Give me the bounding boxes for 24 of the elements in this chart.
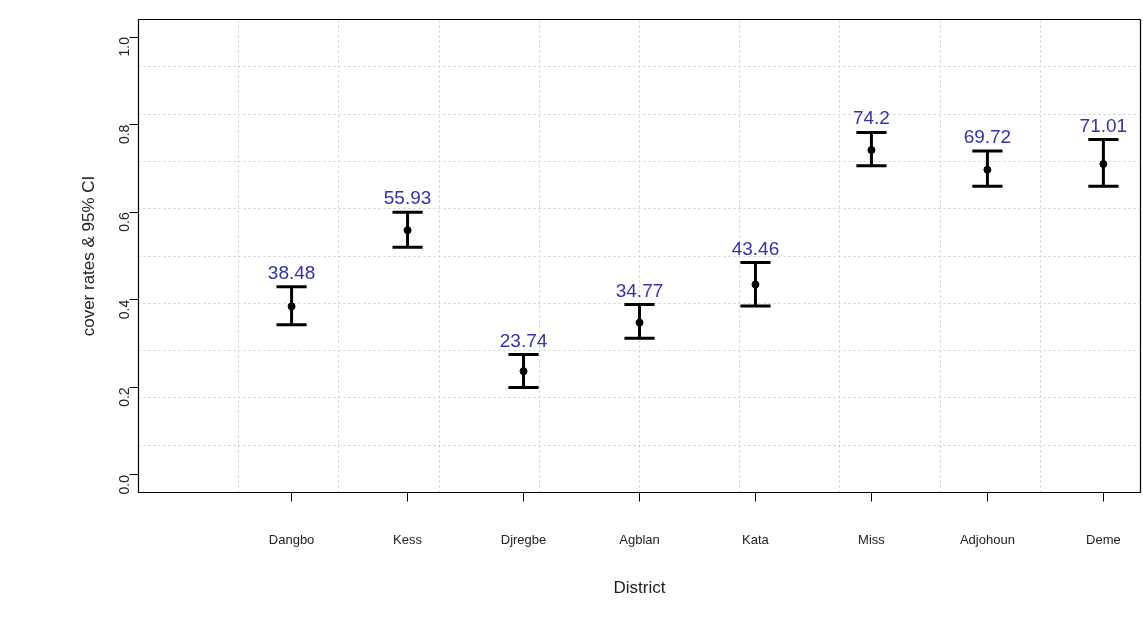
annotation: 74.2 — [852, 107, 890, 129]
annotation: 69.72 — [963, 125, 1012, 147]
x-axis-title: District — [613, 577, 666, 597]
x-tick-label: Adjohoun — [959, 531, 1015, 547]
x-tick-label: Agblan — [619, 531, 660, 547]
x-tick-label: Kess — [393, 531, 423, 547]
y-tick-label: 0.0 — [116, 474, 133, 495]
x-tick-label: Dangbo — [268, 531, 315, 547]
x-tick-label: Deme — [1086, 531, 1121, 547]
y-tick-label: 0.4 — [116, 299, 133, 320]
annotation: 38.48 — [267, 261, 316, 283]
x-tick-label: Kata — [742, 531, 770, 547]
y-axis-title: cover rates & 95% CI — [78, 175, 98, 337]
annotation: 55.93 — [383, 187, 432, 209]
y-tick-label: 0.6 — [116, 211, 133, 232]
annotation: 43.46 — [731, 237, 780, 259]
x-tick-label: Djregbe — [500, 531, 547, 547]
y-tick-label: 0.2 — [116, 387, 133, 407]
x-tick-label: Miss — [858, 531, 886, 547]
annotation: 71.01 — [1079, 114, 1128, 136]
y-tick-label: 1.0 — [116, 36, 133, 57]
annotation: 23.74 — [499, 329, 548, 351]
annotation: 34.77 — [615, 279, 664, 301]
y-tick-label: 0.8 — [116, 124, 133, 145]
